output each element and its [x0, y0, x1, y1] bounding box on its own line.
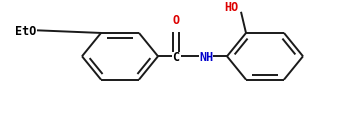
Text: HO: HO: [224, 1, 238, 13]
Text: O: O: [173, 14, 180, 27]
Text: NH: NH: [199, 50, 213, 63]
Text: C: C: [173, 50, 180, 63]
Text: EtO: EtO: [15, 25, 36, 38]
